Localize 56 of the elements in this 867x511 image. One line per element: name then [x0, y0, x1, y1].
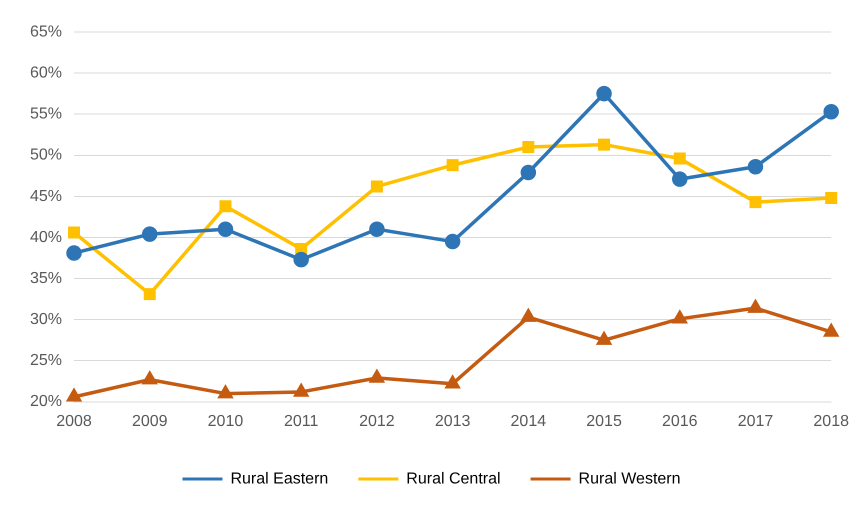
point: [218, 221, 234, 237]
point: [444, 234, 460, 250]
y-tick-label: 60%: [30, 64, 62, 82]
y-tick-label: 65%: [30, 23, 62, 40]
point: [370, 180, 383, 192]
x-tick-label: 2013: [434, 412, 471, 430]
y-tick-label: 20%: [30, 393, 62, 410]
point: [66, 245, 82, 261]
point: [748, 300, 762, 313]
x-tick-label: 2015: [586, 412, 622, 430]
point: [68, 226, 80, 239]
point: [520, 164, 536, 180]
legend-label: Rural Eastern: [230, 470, 328, 488]
y-tick-label: 50%: [30, 146, 62, 164]
point: [522, 141, 534, 154]
point: [142, 226, 158, 242]
point: [219, 200, 232, 212]
x-tick-label: 2010: [208, 412, 244, 430]
point: [294, 384, 308, 397]
point: [825, 192, 838, 204]
point: [748, 159, 764, 175]
x-tick-label: 2016: [662, 412, 698, 430]
x-tick-label: 2009: [132, 412, 168, 430]
point: [749, 196, 762, 208]
x-tick-label: 2018: [813, 412, 850, 430]
point: [598, 138, 610, 151]
point: [824, 324, 838, 337]
y-tick-label: 30%: [30, 311, 62, 328]
x-tick-label: 2012: [359, 412, 395, 430]
point: [142, 372, 157, 384]
y-tick-label: 40%: [30, 228, 62, 246]
point: [596, 86, 612, 102]
point: [823, 104, 839, 120]
y-tick-label: 55%: [30, 106, 62, 123]
point: [144, 288, 156, 300]
x-tick-label: 2011: [284, 412, 318, 430]
point: [672, 171, 688, 187]
point: [672, 311, 687, 324]
point: [369, 221, 385, 237]
legend-label: Rural Central: [406, 470, 501, 488]
point: [293, 252, 309, 268]
legend-label: Rural Western: [578, 470, 681, 488]
point: [67, 389, 81, 402]
point: [218, 386, 232, 398]
y-tick-label: 35%: [30, 270, 62, 287]
point: [674, 152, 686, 165]
x-tick-label: 2017: [738, 412, 774, 430]
point: [521, 309, 536, 322]
x-tick-label: 2008: [56, 412, 92, 430]
x-tick-label: 2014: [510, 412, 546, 430]
point: [597, 332, 611, 345]
point: [446, 376, 460, 388]
y-tick-label: 45%: [30, 188, 62, 205]
point: [446, 159, 459, 172]
y-tick-label: 25%: [30, 352, 62, 370]
point: [370, 370, 384, 383]
